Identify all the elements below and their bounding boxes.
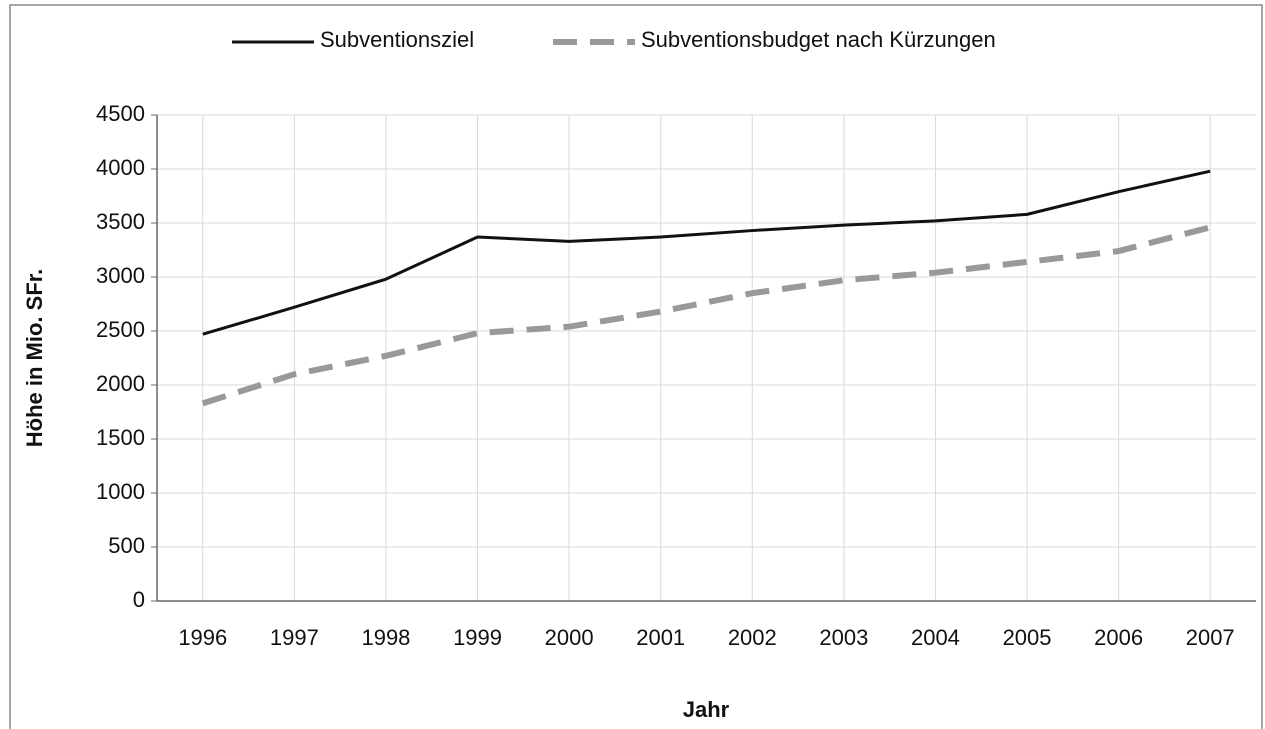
y-tick-label: 4500 [96, 101, 145, 126]
x-tick-label: 2001 [636, 625, 685, 650]
x-tick-label: 1997 [270, 625, 319, 650]
y-tick-label: 500 [108, 533, 145, 558]
y-tick-label: 1000 [96, 479, 145, 504]
y-tick-label: 0 [133, 587, 145, 612]
x-axis-label: Jahr [683, 697, 730, 722]
y-tick-label: 3000 [96, 263, 145, 288]
y-tick-label: 1500 [96, 425, 145, 450]
x-tick-label: 2006 [1094, 625, 1143, 650]
x-tick-label: 2002 [728, 625, 777, 650]
series-line [202, 169, 1211, 336]
x-tick-label: 1996 [178, 625, 227, 650]
x-tick-label: 1998 [361, 625, 410, 650]
y-axis-label: Höhe in Mio. SFr. [22, 269, 47, 447]
legend-label: Subventionsbudget nach Kürzungen [641, 27, 996, 52]
y-tick-label: 4000 [96, 155, 145, 180]
y-tick-label: 2500 [96, 317, 145, 342]
y-tick-label: 3500 [96, 209, 145, 234]
chart-frame [9, 4, 1263, 729]
legend-label: Subventionsziel [320, 27, 474, 52]
x-tick-label: 1999 [453, 625, 502, 650]
y-tick-label: 2000 [96, 371, 145, 396]
x-tick-label: 2004 [911, 625, 960, 650]
x-tick-label: 2003 [819, 625, 868, 650]
x-tick-label: 2007 [1186, 625, 1235, 650]
x-tick-label: 2005 [1003, 625, 1052, 650]
x-tick-label: 2000 [545, 625, 594, 650]
series-line [201, 224, 1211, 407]
